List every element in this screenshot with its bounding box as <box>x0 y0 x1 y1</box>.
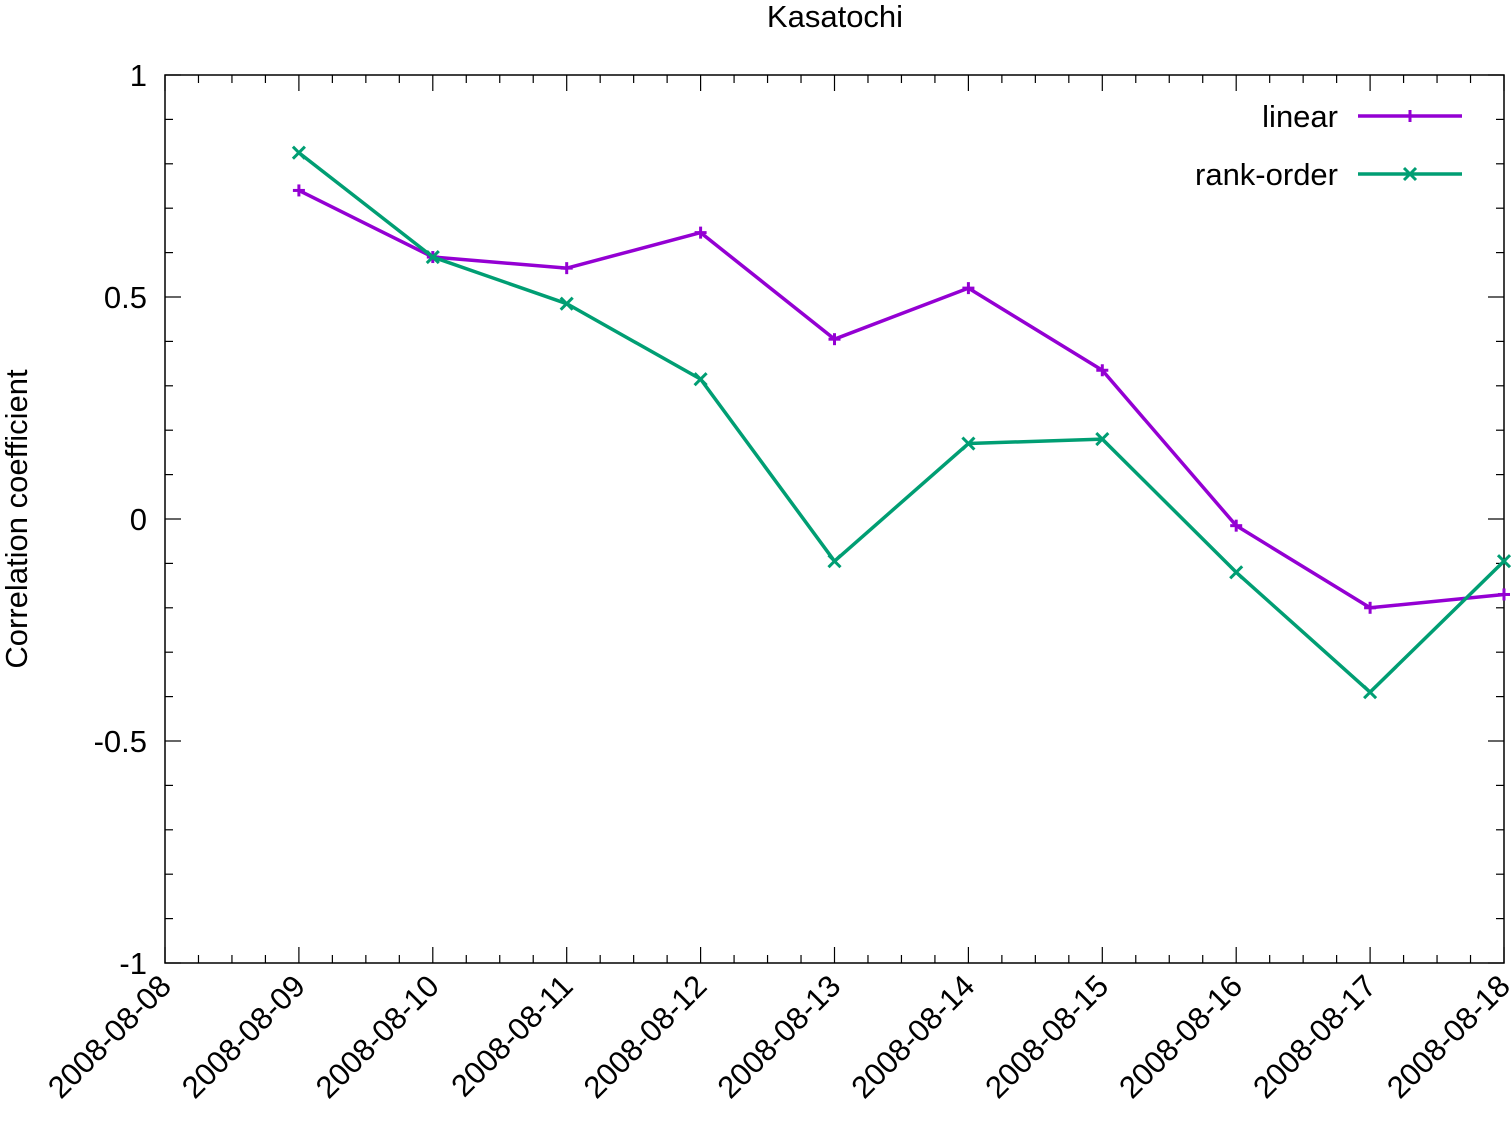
x-tick-label: 2008-08-16 <box>1112 968 1249 1105</box>
data-point-rank-order <box>425 249 440 265</box>
data-point-rank-order <box>961 436 976 451</box>
data-point-linear <box>1096 364 1109 377</box>
data-point-rank-order <box>1363 685 1378 700</box>
chart-title: Kasatochi <box>767 0 903 34</box>
data-point-rank-order <box>1095 432 1110 447</box>
x-tick-label: 2008-08-08 <box>41 968 178 1105</box>
data-point-rank-order <box>1229 565 1244 580</box>
legend: linear rank-order <box>1195 99 1462 192</box>
data-point-linear <box>1498 588 1510 601</box>
data-point-rank-order <box>693 372 708 387</box>
data-point-linear <box>560 262 573 275</box>
data-point-rank-order <box>827 554 842 569</box>
x-tick-label: 2008-08-15 <box>978 968 1115 1105</box>
legend-marker-rank-order <box>1402 166 1418 182</box>
plot-frame <box>164 74 1505 964</box>
legend-label-rank-order: rank-order <box>1195 157 1338 192</box>
y-axis-label: Correlation coefficient <box>0 369 34 669</box>
data-point-rank-order <box>291 145 306 160</box>
axes: 10.50-0.5-12008-08-082008-08-092008-08-1… <box>41 58 1511 1105</box>
y-tick-label: 0.5 <box>104 280 147 315</box>
data-point-rank-order <box>559 296 574 311</box>
legend-label-linear: linear <box>1262 99 1338 134</box>
x-tick-label: 2008-08-12 <box>577 968 714 1105</box>
y-tick-label: -0.5 <box>94 724 147 759</box>
series-line-rank-order <box>297 151 1506 694</box>
x-tick-label: 2008-08-13 <box>711 968 848 1105</box>
data-point-linear <box>292 184 305 197</box>
legend-marker-linear <box>1404 110 1416 122</box>
y-tick-label: -1 <box>119 946 147 981</box>
x-tick-label: 2008-08-18 <box>1380 968 1511 1105</box>
x-tick-label: 2008-08-09 <box>175 968 312 1105</box>
x-tick-label: 2008-08-17 <box>1246 968 1383 1105</box>
data-point-linear <box>962 282 975 295</box>
series-line-linear <box>298 188 1505 610</box>
data-point-linear <box>694 226 707 239</box>
data-point-linear <box>828 333 841 346</box>
data-point-linear <box>1230 519 1243 532</box>
data-point-linear <box>1364 601 1377 614</box>
y-tick-label: 1 <box>130 58 147 93</box>
data-point-rank-order <box>1496 554 1511 569</box>
x-tick-label: 2008-08-10 <box>309 968 446 1105</box>
plot-area <box>291 145 1511 700</box>
x-tick-label: 2008-08-11 <box>444 968 579 1103</box>
x-tick-label: 2008-08-14 <box>844 968 981 1105</box>
y-tick-label: 0 <box>130 502 147 537</box>
